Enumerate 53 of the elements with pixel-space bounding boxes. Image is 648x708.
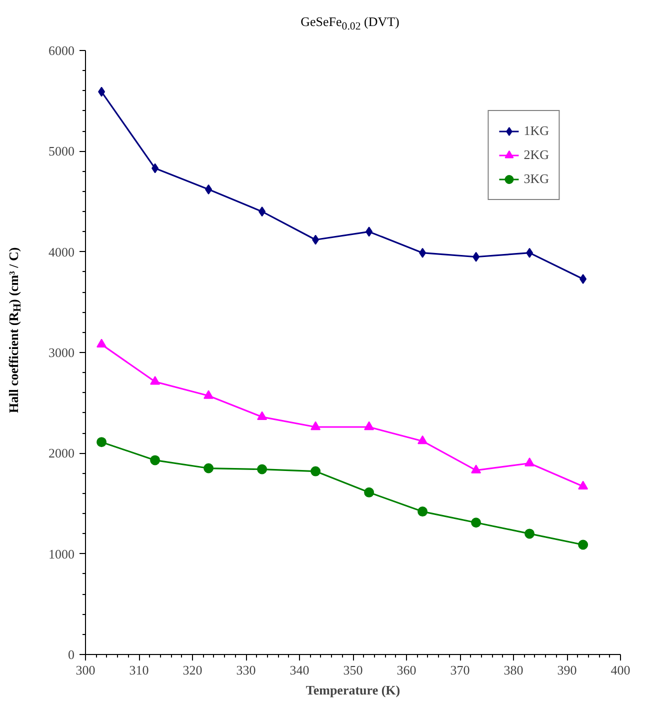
point [364,421,374,430]
x-tick-label: 300 [76,662,96,678]
y-tick-label: 0 [68,647,74,662]
x-tick-label: 330 [236,662,256,678]
chart-title: GeSeFe$_{0.02}$ (DVT) [300,13,400,35]
x-tick-label: 310 [129,662,149,678]
legend-label: 2KG [524,147,549,163]
y-tick-label: 2000 [48,446,74,461]
point [257,464,268,474]
point [471,518,482,528]
y-tick-label: 6000 [48,43,74,58]
point [526,248,534,258]
legend-label: 1KG [524,123,549,139]
point [257,411,268,420]
point [578,540,588,550]
x-tick-label: 380 [504,662,524,678]
point [418,506,428,517]
legend-label: 3KG [524,171,549,187]
y-tick-label: 5000 [48,144,74,159]
point [471,464,482,474]
point [96,338,107,348]
point [366,226,373,237]
x-tick-label: 370 [450,662,470,678]
x-axis-title: Temperature (K) [306,682,400,698]
point [418,435,428,444]
x-tick-label: 360 [396,662,416,678]
point [204,390,214,399]
point [310,421,321,430]
x-tick-label: 340 [290,662,310,678]
point [204,463,214,474]
point [96,437,107,448]
point [152,163,159,174]
point [205,184,212,194]
x-tick-label: 400 [610,662,630,678]
x-tick-label: 320 [182,662,202,678]
point [312,234,320,245]
point [524,458,535,466]
point [258,206,266,217]
point [578,480,588,490]
point [524,528,535,539]
point [364,487,374,498]
point [472,252,480,262]
point [150,376,160,385]
y-tick-label: 4000 [48,244,74,260]
x-tick-label: 390 [557,662,577,678]
point [150,455,160,466]
point [580,274,587,284]
point [419,248,426,258]
x-tick-label: 350 [343,662,363,678]
y-tick-label: 3000 [48,345,74,360]
point [98,86,106,97]
point [310,466,321,476]
y-tick-label: 1000 [48,546,74,562]
